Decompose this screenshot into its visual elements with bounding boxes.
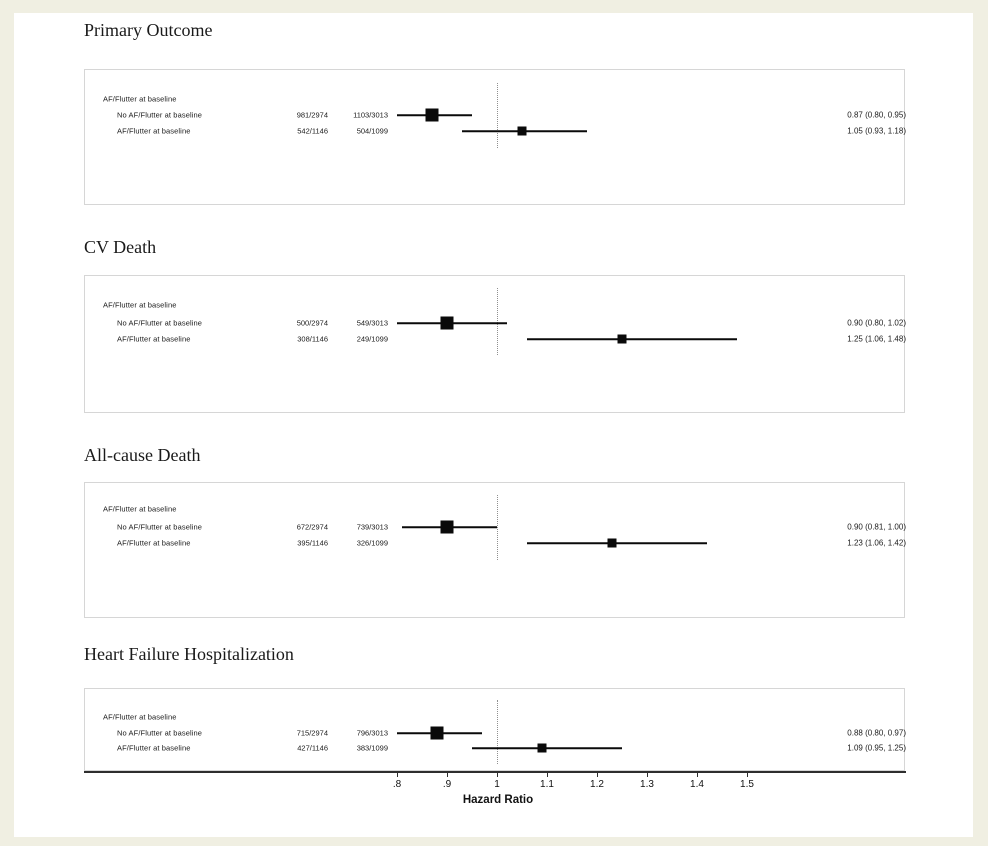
confidence-interval-line [472,747,622,749]
confidence-interval-line [527,542,707,544]
x-axis-tick [497,771,498,777]
events-count-arm1: 427/1146 [297,743,328,753]
events-count-arm2: 383/1099 [356,743,388,753]
point-estimate-marker [607,538,617,548]
group-label: AF/Flutter at baseline [103,300,177,310]
panel-box [84,482,905,618]
hazard-ratio-value: 0.88 (0.80, 0.97) [847,728,906,738]
panel-title: Primary Outcome [84,20,213,40]
events-count-arm2: 1103/3013 [353,110,388,120]
reference-line [497,700,498,764]
x-axis-tick-label: .8 [392,779,402,790]
panel-title: Heart Failure Hospitalization [84,644,294,664]
row-label: AF/Flutter at baseline [117,126,191,136]
x-axis-tick-label: .9 [442,779,452,790]
hazard-ratio-value: 0.87 (0.80, 0.95) [847,110,906,120]
row-label: No AF/Flutter at baseline [117,728,203,738]
reference-line [497,83,498,148]
row-label: No AF/Flutter at baseline [117,318,203,328]
x-axis-tick [747,771,748,777]
panel-box [84,275,905,413]
hazard-ratio-value: 1.05 (0.93, 1.18) [847,126,906,136]
x-axis-line [84,771,906,773]
point-estimate-marker [440,520,454,534]
reference-line [497,288,498,355]
point-estimate-marker [517,126,527,136]
group-label: AF/Flutter at baseline [103,94,177,104]
point-estimate-marker [537,743,547,753]
events-count-arm2: 739/3013 [356,522,388,532]
x-axis-tick [697,771,698,777]
panel-title: CV Death [84,237,157,257]
row-label: AF/Flutter at baseline [117,538,191,548]
events-count-arm1: 500/2974 [296,318,328,328]
x-axis-tick [647,771,648,777]
x-axis-tick [547,771,548,777]
panel-box [84,69,905,205]
x-axis-tick-label: 1.2 [590,779,604,790]
events-count-arm2: 796/3013 [356,728,388,738]
events-count-arm1: 395/1146 [297,538,328,548]
point-estimate-marker [617,334,627,344]
events-count-arm1: 672/2974 [296,522,328,532]
events-count-arm2: 504/1099 [356,126,388,136]
row-label: AF/Flutter at baseline [117,334,191,344]
group-label: AF/Flutter at baseline [103,504,177,514]
x-axis-tick-label: 1.1 [540,779,554,790]
panel-box [84,688,905,771]
row-label: No AF/Flutter at baseline [117,110,203,120]
hazard-ratio-value: 0.90 (0.80, 1.02) [847,318,906,328]
panel-title: All-cause Death [84,445,201,465]
events-count-arm2: 249/1099 [356,334,388,344]
group-label: AF/Flutter at baseline [103,712,177,722]
x-axis-tick-label: 1 [494,779,500,790]
x-axis-title: Hazard Ratio [462,794,534,806]
x-axis-tick-label: 1.3 [640,779,654,790]
row-label: No AF/Flutter at baseline [117,522,203,532]
reference-line [497,495,498,560]
point-estimate-marker [430,726,444,740]
x-axis-tick-label: 1.5 [740,779,754,790]
hazard-ratio-value: 1.09 (0.95, 1.25) [847,743,906,753]
x-axis-tick [397,771,398,777]
events-count-arm1: 715/2974 [296,728,328,738]
events-count-arm2: 326/1099 [356,538,388,548]
hazard-ratio-value: 1.23 (1.06, 1.42) [847,538,906,548]
point-estimate-marker [425,108,439,122]
row-label: AF/Flutter at baseline [117,743,191,753]
x-axis-tick-label: 1.4 [690,779,704,790]
events-count-arm1: 542/1146 [297,126,328,136]
events-count-arm2: 549/3013 [356,318,388,328]
events-count-arm1: 981/2974 [296,110,328,120]
events-count-arm1: 308/1146 [297,334,328,344]
point-estimate-marker [440,316,454,330]
x-axis-tick [597,771,598,777]
hazard-ratio-value: 0.90 (0.81, 1.00) [847,522,906,532]
confidence-interval-line [527,338,737,340]
x-axis-tick [447,771,448,777]
hazard-ratio-value: 1.25 (1.06, 1.48) [847,334,906,344]
